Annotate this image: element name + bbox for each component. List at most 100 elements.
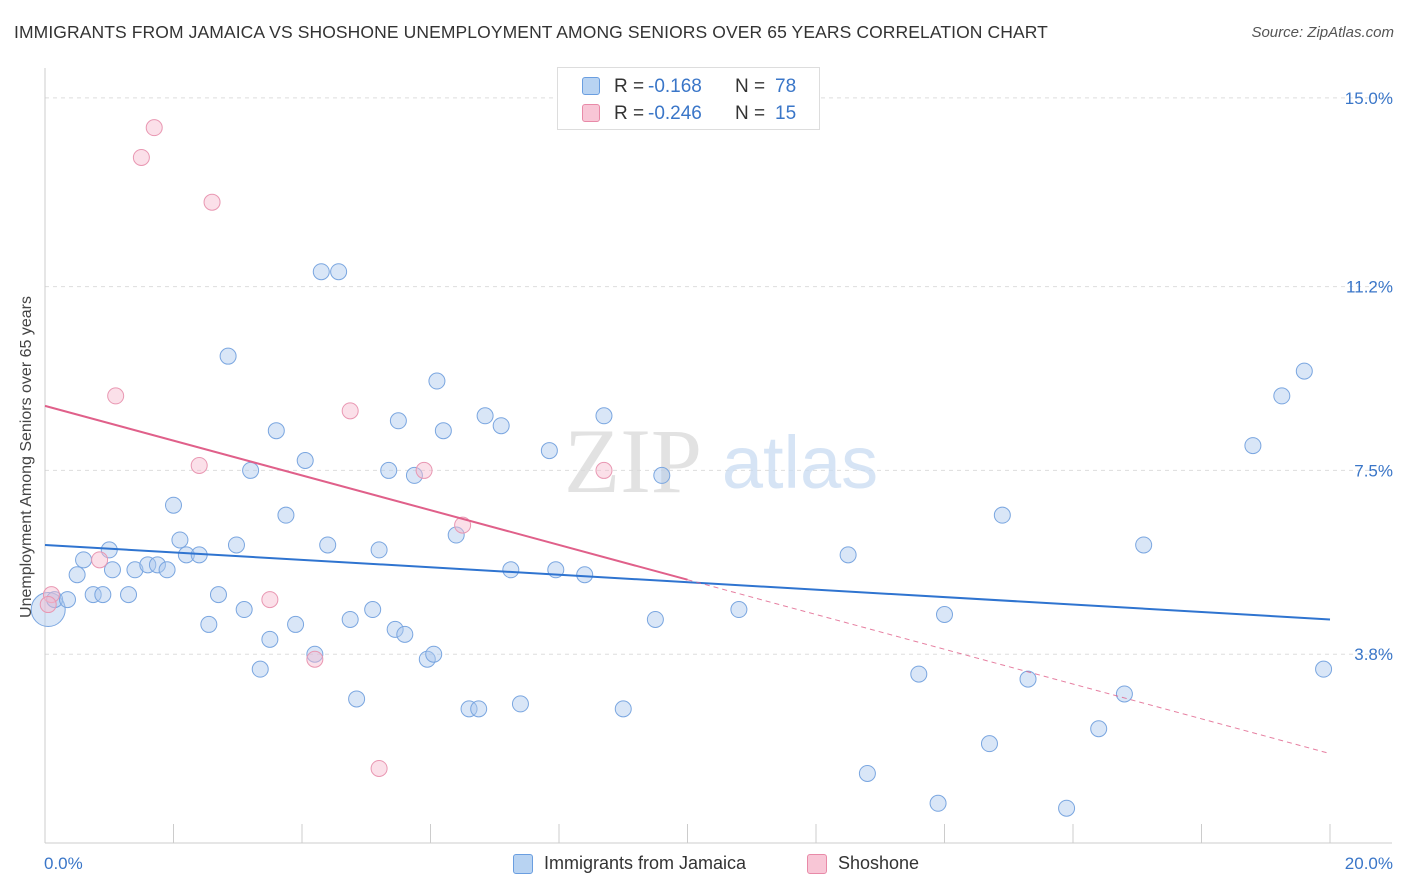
shoshone-point: [415, 461, 433, 479]
jamaica-point: [84, 586, 102, 604]
jamaica-point: [595, 407, 613, 425]
jamaica-trend-line: [44, 543, 1331, 621]
legend-r-value: -0.168: [648, 76, 702, 97]
jamaica-point: [209, 586, 227, 604]
axis-layer: [44, 68, 1392, 844]
bottom-legend-swatch-shoshone: [807, 854, 827, 874]
legend-n-value: 15: [775, 103, 797, 124]
legend-n-value: 78: [775, 76, 797, 97]
jamaica-point: [364, 601, 382, 619]
jamaica-point: [929, 794, 947, 812]
legend-n-label: N =: [735, 76, 766, 97]
bottom-legend-swatch-jamaica: [513, 854, 533, 874]
shoshone-point: [39, 596, 57, 614]
jamaica-point: [1315, 660, 1333, 678]
jamaica-point: [993, 506, 1011, 524]
jamaica-point: [1090, 720, 1108, 738]
trend-layer: [44, 404, 1331, 755]
jamaica-point: [936, 605, 953, 623]
shoshone-point: [91, 551, 109, 569]
y-axis-label: Unemployment Among Seniors over 65 years: [18, 296, 35, 618]
jamaica-point: [171, 531, 189, 549]
jamaica-point: [730, 601, 748, 619]
jamaica-point: [267, 422, 285, 440]
jamaica-point: [576, 566, 594, 584]
shoshone-point: [261, 591, 279, 609]
shoshone-point: [203, 193, 221, 211]
jamaica-point: [405, 466, 423, 484]
shoshone-point: [306, 650, 324, 668]
jamaica-point: [389, 412, 407, 430]
x-tick-label-max: 20.0%: [1345, 854, 1393, 873]
jamaica-point: [330, 263, 348, 281]
jamaica-point: [68, 566, 86, 584]
chart-title: IMMIGRANTS FROM JAMAICA VS SHOSHONE UNEM…: [14, 22, 1048, 42]
jamaica-point: [980, 735, 998, 753]
shoshone-point: [595, 461, 613, 479]
jamaica-point: [460, 700, 478, 718]
y-tick-label: 11.2%: [1346, 278, 1393, 297]
jamaica-point: [1058, 799, 1076, 817]
shoshone-point: [107, 387, 125, 405]
jamaica-point: [396, 625, 414, 643]
jamaica-point: [103, 561, 121, 579]
jamaica-point: [120, 586, 138, 604]
x-tick-label-min: 0.0%: [44, 854, 83, 873]
jamaica-point: [312, 263, 330, 281]
jamaica-point: [158, 561, 176, 579]
jamaica-point: [242, 461, 260, 479]
shoshone-point: [42, 586, 60, 604]
legend-r-value: -0.246: [648, 103, 702, 124]
shoshone-point: [341, 402, 359, 420]
jamaica-point: [428, 372, 446, 390]
grid-layer: [45, 97, 1392, 655]
tick-label-layer: 3.8% 7.5% 11.2% 15.0% 0.0% 20.0%: [44, 89, 1393, 873]
jamaica-point: [386, 620, 404, 638]
watermark-zip: ZIP: [564, 410, 702, 512]
shoshone-trend-extension: [687, 579, 1331, 755]
legend-r-label: R =: [614, 76, 645, 97]
jamaica-point: [341, 610, 359, 628]
jamaica-point: [219, 347, 237, 365]
y-tick-label: 3.8%: [1354, 645, 1393, 664]
source-label: Source: ZipAtlas.com: [1251, 24, 1394, 41]
jamaica-point: [177, 546, 195, 564]
jamaica-point: [94, 586, 112, 604]
y-tick-label: 7.5%: [1354, 461, 1393, 480]
jamaica-point: [476, 407, 494, 425]
jamaica-point: [1135, 536, 1153, 554]
watermark-atlas: atlas: [722, 421, 878, 504]
jamaica-point: [1273, 387, 1291, 405]
jamaica-point: [227, 536, 245, 554]
jamaica-point: [910, 665, 928, 683]
legend-swatch-jamaica: [582, 77, 600, 95]
y-tick-label: 15.0%: [1345, 89, 1393, 108]
bottom-legend-label-shoshone: Shoshone: [838, 853, 920, 873]
jamaica-point: [425, 645, 443, 663]
jamaica-point: [434, 422, 452, 440]
bottom-legend-label-jamaica: Immigrants from Jamaica: [544, 853, 747, 873]
correlation-legend: R = -0.168 N = 78 R = -0.246 N = 15: [557, 67, 820, 130]
jamaica-point: [447, 526, 465, 544]
jamaica-point: [287, 615, 305, 633]
jamaica-point: [1295, 362, 1313, 380]
jamaica-point: [148, 556, 166, 574]
jamaica-point: [511, 695, 529, 713]
points-layer: [30, 119, 1333, 817]
shoshone-trend-line: [44, 404, 688, 581]
shoshone-point: [190, 456, 208, 474]
jamaica-point: [380, 461, 398, 479]
jamaica-point: [348, 690, 366, 708]
jamaica-point: [653, 466, 671, 484]
jamaica-point: [502, 561, 520, 579]
jamaica-point: [1019, 670, 1037, 688]
legend-swatch-shoshone: [582, 104, 600, 122]
jamaica-point: [540, 442, 558, 460]
shoshone-point: [132, 148, 150, 166]
legend-n-label: N =: [735, 103, 766, 124]
jamaica-point: [126, 561, 144, 579]
jamaica-point: [277, 506, 295, 524]
jamaica-point: [261, 630, 279, 648]
jamaica-point: [58, 591, 76, 609]
